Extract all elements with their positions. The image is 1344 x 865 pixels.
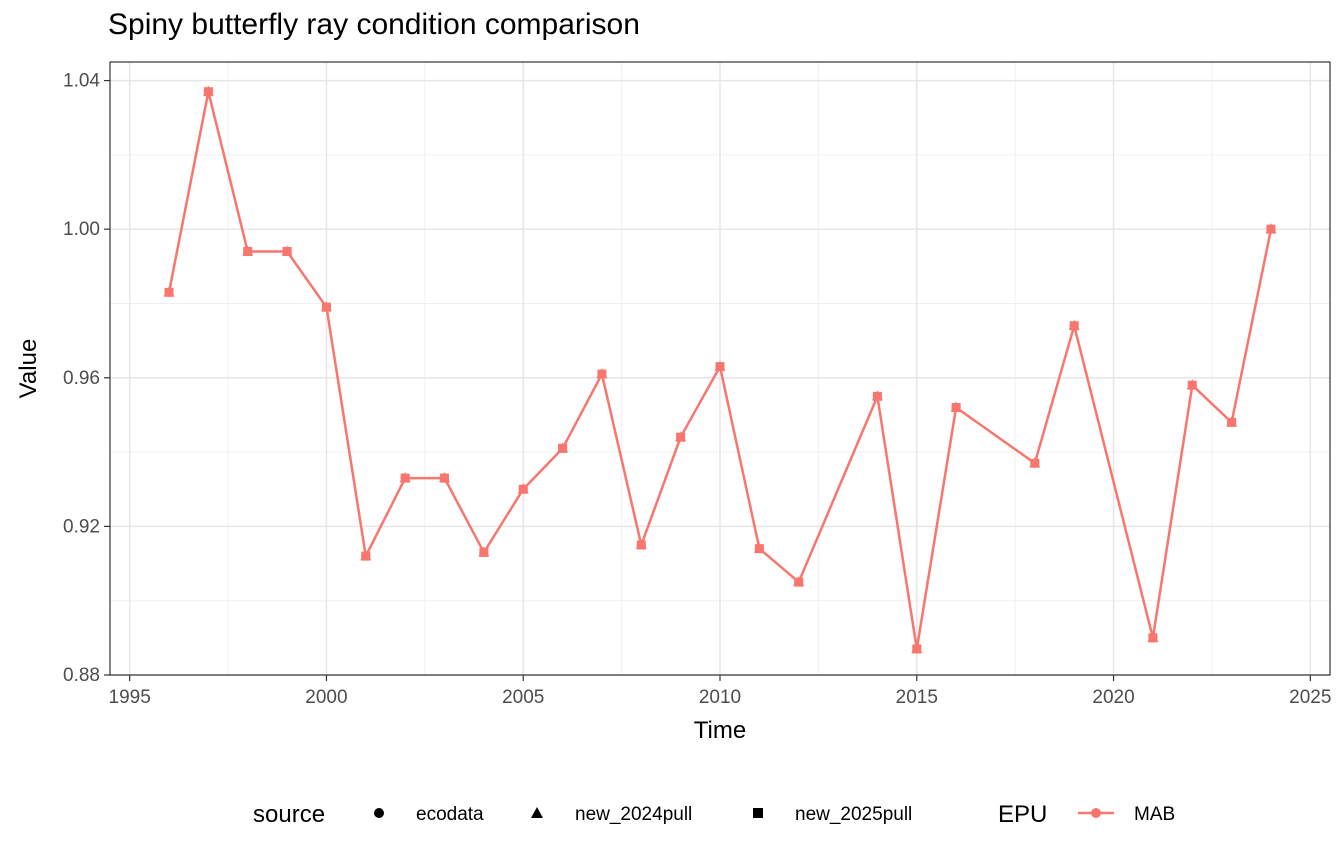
data-point [281,245,293,256]
data-point [517,483,529,494]
point-square [597,369,607,379]
point-square [1069,321,1079,331]
point-square [1030,458,1040,468]
x-tick-label: 1995 [109,687,151,708]
y-tick-label: 1.00 [63,219,100,240]
point-square [518,484,528,494]
legend-item-ecodata: ecodata [374,804,484,825]
point-square [164,287,174,297]
data-point [675,431,687,442]
x-tick-label: 2010 [699,687,741,708]
point-square [912,644,922,654]
data-point [242,245,254,256]
data-point [557,442,569,453]
legend-key-point [1091,808,1101,818]
point-square [951,403,961,413]
point-square [676,432,686,442]
point-square [1266,224,1276,234]
y-tick-label: 0.88 [63,665,100,686]
data-point [1226,416,1238,427]
point-square [872,391,882,401]
legend-item-new_2024pull: new_2024pull [531,804,692,825]
point-square [440,473,450,483]
data-point [911,642,923,654]
x-tick-label: 2020 [1092,687,1134,708]
y-tick-label: 1.04 [63,71,100,92]
data-point [950,401,962,413]
data-point [753,542,765,554]
point-square [243,246,253,256]
legend-item-mab: MAB [1078,804,1175,825]
data-point [714,360,726,372]
data-layer [163,85,1277,654]
data-point [1068,319,1080,331]
chart-title: Spiny butterfly ray condition comparison [108,8,640,41]
data-point [202,85,214,97]
data-point [793,576,805,587]
legend-label: ecodata [416,804,484,825]
point-square [636,540,646,550]
data-point [596,368,608,379]
data-point [478,546,490,557]
axis-layer: 1995 2000 2005 2010 2015 2020 2025 0.88 0.92 0.96… [63,71,1331,708]
data-point [1029,457,1041,468]
x-tick-label: 2015 [896,687,938,708]
point-square [361,551,371,561]
point-square [715,362,725,372]
data-point [871,390,883,401]
data-point [163,286,175,297]
data-point [635,538,647,550]
legend-item-new_2025pull: new_2025pull [753,804,912,825]
legend: source ecodata new_2024pull new_2025pull EPU… [253,801,1175,828]
data-point [1186,379,1198,390]
y-axis-title: Value [15,339,42,399]
x-tick-label: 2005 [502,687,544,708]
point-square [1227,417,1237,427]
legend-label: new_2024pull [575,804,692,825]
point-square [321,302,331,312]
point-square [794,577,804,587]
legend-key-triangle [531,807,543,818]
point-square [1187,380,1197,390]
legend-key-square [753,808,763,818]
legend-title-epu: EPU [998,801,1047,828]
data-point [360,550,372,561]
y-tick-label: 0.96 [63,368,100,389]
y-tick-label: 0.92 [63,516,100,537]
x-tick-label: 2000 [305,687,347,708]
data-point [399,472,411,483]
legend-label: MAB [1134,804,1175,825]
point-square [754,544,764,554]
point-square [479,547,489,557]
legend-label: new_2025pull [795,804,912,825]
point-square [282,246,292,256]
legend-title-source: source [253,801,325,828]
data-point [439,472,451,483]
x-tick-label: 2025 [1289,687,1331,708]
point-square [203,87,213,97]
x-axis-title: Time [694,717,746,744]
legend-key-circle [374,808,384,818]
data-point [320,301,332,312]
point-square [400,473,410,483]
point-square [558,443,568,453]
data-point [1265,223,1277,234]
data-point [1147,631,1159,643]
series-line-mab [167,90,1273,651]
point-square [1148,633,1158,643]
